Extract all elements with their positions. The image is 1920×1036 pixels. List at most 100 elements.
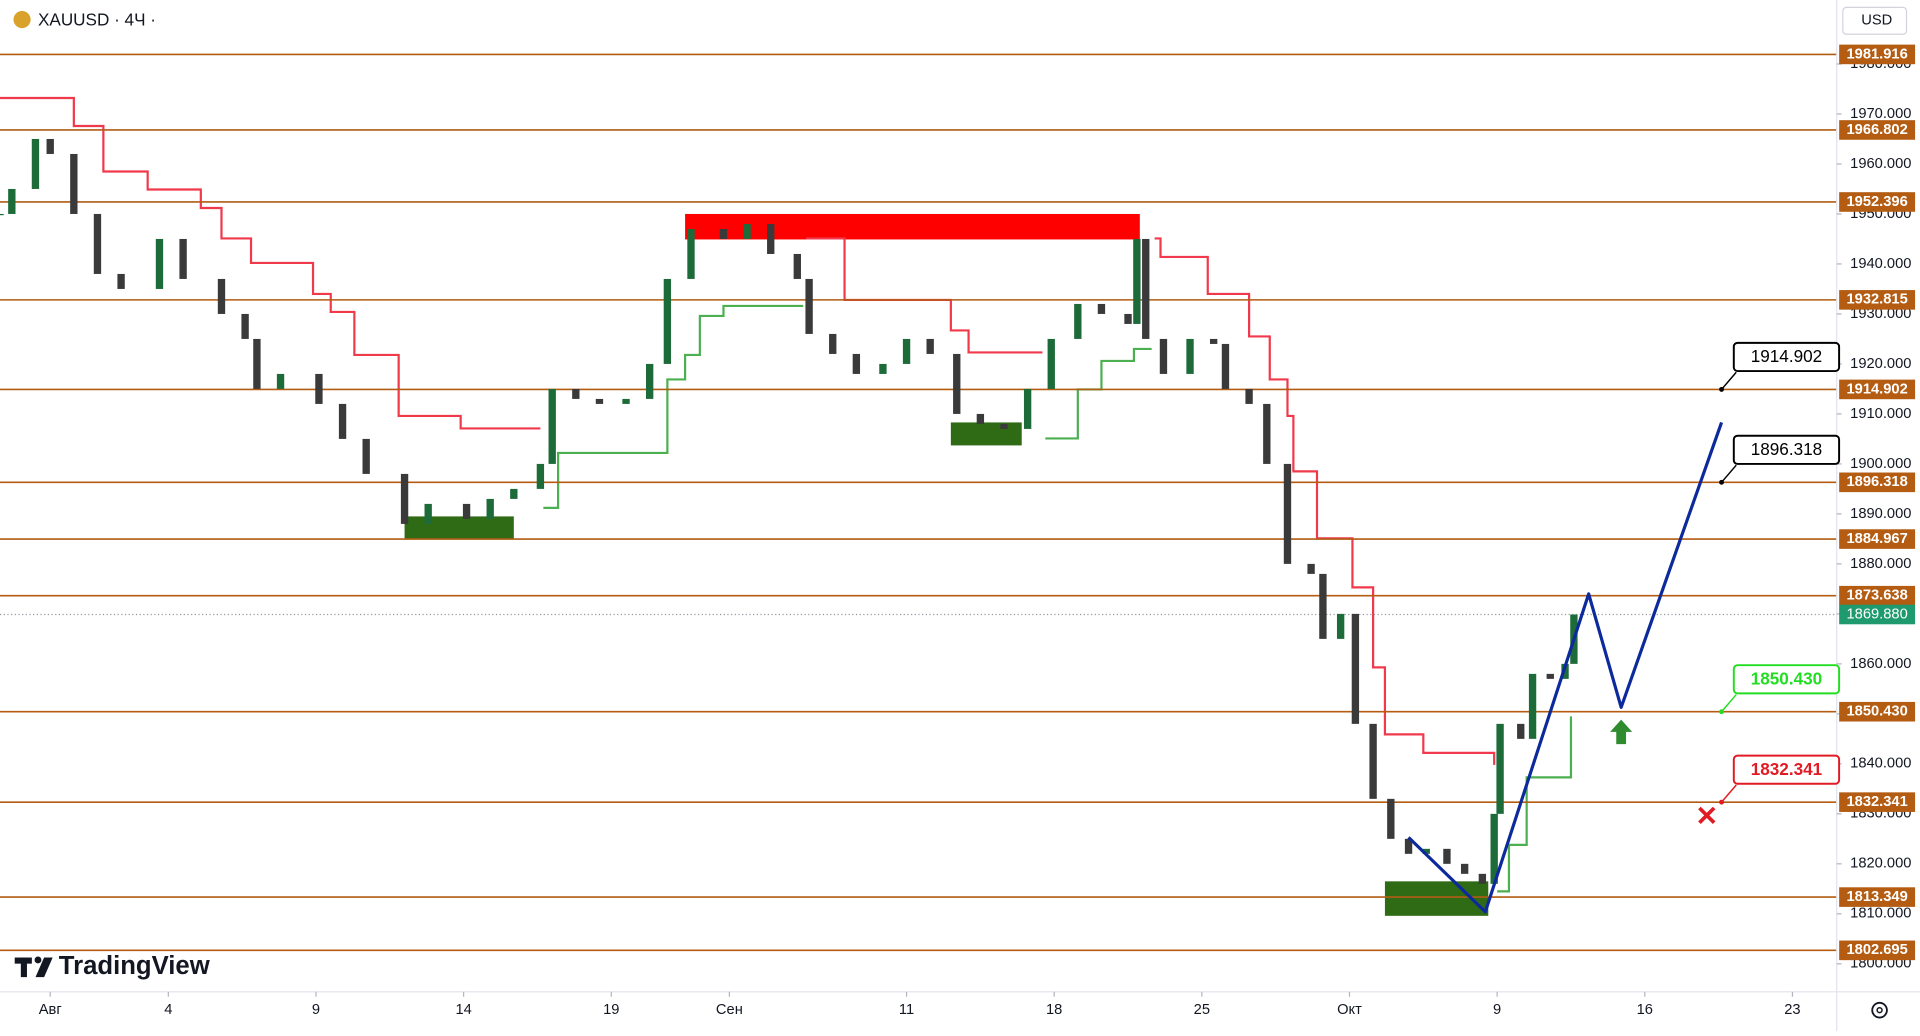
level-price-label: 1896.318	[1846, 474, 1907, 490]
candle	[1369, 723, 1377, 799]
candle	[70, 153, 78, 214]
level-price-box	[1839, 120, 1916, 140]
level-price-label: 1884.967	[1846, 531, 1907, 547]
candle	[1133, 238, 1141, 324]
candle	[687, 228, 695, 279]
stop-cross-stroke	[1698, 806, 1716, 824]
candle	[241, 313, 249, 339]
candle	[719, 228, 728, 239]
x-tick-label: 9	[1493, 1002, 1501, 1018]
callout-label: 1896.318	[1751, 439, 1822, 459]
candle	[572, 388, 580, 399]
candle	[1443, 848, 1451, 864]
candle	[1490, 813, 1498, 884]
current-price-box	[1839, 604, 1916, 625]
candle	[1478, 873, 1487, 884]
candle	[510, 488, 518, 499]
plot-area	[0, 53, 1837, 952]
candle	[1387, 798, 1395, 839]
level-price-label: 1832.341	[1846, 794, 1907, 810]
y-tick-label: 1970.000	[1850, 106, 1911, 122]
x-tick-label: 19	[603, 1002, 619, 1018]
candle	[253, 338, 261, 389]
x-tick-label: 18	[1046, 1002, 1062, 1018]
candle	[0, 213, 4, 216]
candle	[1351, 613, 1360, 724]
candle	[1404, 838, 1413, 854]
symbol-icon	[13, 11, 31, 29]
currency-button[interactable]	[1842, 6, 1908, 35]
candle	[793, 253, 801, 279]
level-price-label: 1813.349	[1846, 889, 1907, 905]
callout-pointer	[1720, 694, 1737, 713]
x-tick-label: Сен	[716, 1002, 743, 1018]
candle	[1074, 303, 1082, 339]
currency-label[interactable]: USD	[1861, 13, 1892, 29]
supertrend-line	[1497, 716, 1573, 893]
symbol-title[interactable]: XAUUSD · 4Ч ·	[38, 9, 156, 29]
candle	[1023, 388, 1032, 429]
candle	[829, 333, 837, 354]
x-tick-label: 23	[1784, 1002, 1800, 1018]
candle	[645, 363, 654, 399]
callout-box	[1732, 664, 1841, 695]
level-price-box	[1839, 44, 1916, 65]
level-price-box	[1839, 940, 1916, 961]
candle	[1336, 613, 1345, 639]
settings-icon-core[interactable]	[1876, 1007, 1883, 1014]
y-tick-label: 1940.000	[1850, 256, 1911, 272]
callout-pointer	[1720, 464, 1737, 483]
level-price-box	[1839, 192, 1916, 212]
candle	[155, 238, 164, 289]
level-price-label: 1932.815	[1846, 292, 1907, 308]
candle	[486, 498, 494, 519]
x-tick-label: Авг	[39, 1002, 62, 1018]
candle	[1263, 403, 1271, 464]
candle	[1460, 863, 1469, 874]
brand-logo: TradingView	[14, 952, 211, 980]
candle	[1097, 303, 1106, 314]
candle	[663, 278, 672, 364]
candle	[1528, 673, 1537, 739]
x-tick-label: 25	[1194, 1002, 1210, 1018]
y-tick-label: 1860.000	[1850, 656, 1911, 672]
candle	[179, 238, 187, 279]
candle	[1496, 723, 1504, 814]
y-tick-label: 1910.000	[1850, 406, 1911, 422]
supertrend-line	[1045, 347, 1152, 440]
x-tick-label: 9	[312, 1002, 320, 1018]
candle	[1186, 338, 1194, 374]
x-tick-label: Окт	[1337, 1002, 1362, 1018]
y-tick-label: 1920.000	[1850, 356, 1911, 372]
candle	[536, 463, 545, 489]
candle	[879, 363, 887, 374]
supertrend-line	[0, 96, 541, 430]
y-tick-label: 1900.000	[1850, 456, 1911, 472]
y-tick-label: 1840.000	[1850, 756, 1911, 772]
y-tick-label: 1820.000	[1850, 856, 1911, 872]
candle	[1319, 573, 1327, 639]
brand-name: TradingView	[59, 952, 211, 980]
candle	[852, 353, 861, 374]
candle	[315, 373, 323, 404]
candle	[926, 338, 934, 354]
candle	[1546, 673, 1554, 679]
zone	[950, 422, 1022, 446]
logo-part	[34, 956, 42, 964]
candle	[902, 338, 911, 364]
level-price-box	[1839, 585, 1916, 606]
zone	[404, 516, 514, 540]
level-price-label: 1802.695	[1846, 942, 1907, 958]
settings-icon[interactable]	[1871, 1001, 1888, 1019]
candle	[1159, 338, 1168, 374]
candle	[462, 503, 471, 519]
current-price-label: 1869.880	[1846, 606, 1907, 622]
candle	[1047, 338, 1055, 389]
level-price-box	[1839, 529, 1916, 549]
candle	[1000, 423, 1008, 429]
callout-label: 1914.902	[1751, 346, 1822, 366]
candle	[548, 388, 556, 464]
candle	[805, 278, 813, 334]
candle	[1142, 238, 1150, 339]
